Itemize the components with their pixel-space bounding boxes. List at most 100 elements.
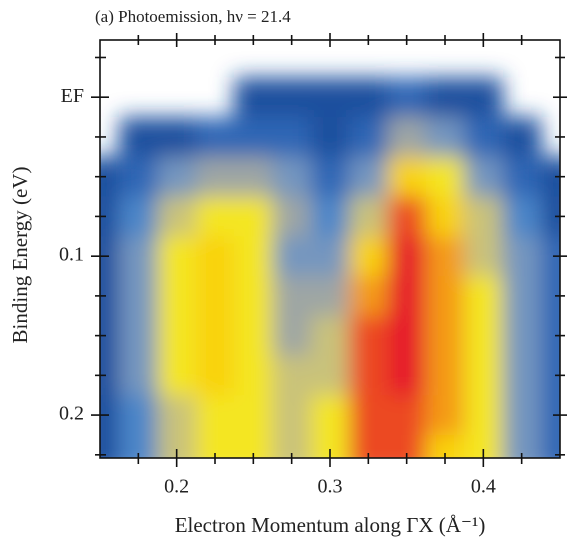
intensity-cell [349,77,388,118]
intensity-cell [272,434,312,458]
intensity-cell [157,315,197,356]
intensity-cell [425,355,465,396]
intensity-cell [119,395,158,436]
intensity-cell [425,117,465,158]
intensity-cell [502,156,542,198]
intensity-cell [349,434,388,458]
intensity-cell [310,117,350,158]
intensity-cell [387,276,427,317]
intensity-cell [100,236,120,277]
intensity-cell [387,315,427,356]
intensity-cell [540,276,560,317]
intensity-cell [272,236,312,277]
plot-area [100,77,560,458]
intensity-cell [100,315,120,356]
intensity-cell [425,395,465,436]
intensity-cell [195,156,235,198]
intensity-cell [387,77,427,118]
intensity-cell [100,395,120,436]
intensity-cell [100,434,120,458]
axes: 0.2 0.3 0.4 EF 0.1 0.2 [59,33,567,498]
intensity-cell [157,236,197,277]
intensity-cell [157,196,197,237]
intensity-cell [272,276,312,317]
intensity-cell [272,395,312,436]
intensity-cell [310,77,350,118]
intensity-cell [119,196,158,237]
intensity-cell [540,315,560,356]
intensity-cell [195,434,235,458]
y-tick-label: EF [61,85,84,107]
intensity-map [100,77,560,458]
intensity-cell [272,355,312,396]
intensity-cell [540,196,560,237]
y-axis-title: Binding Energy (eV) [8,167,32,344]
intensity-cell [234,77,273,118]
intensity-cell [157,355,197,396]
intensity-cell [349,395,388,436]
intensity-cell [540,156,560,198]
intensity-cell [540,355,560,396]
intensity-cell [157,395,197,436]
x-tick-label: 0.4 [471,476,496,498]
intensity-cell [157,156,197,198]
intensity-cell [234,434,273,458]
intensity-cell [464,156,503,198]
intensity-cell [119,236,158,277]
intensity-cell [157,434,197,458]
intensity-cell [349,236,388,277]
x-tick-label: 0.3 [318,476,343,498]
intensity-cell [425,156,465,198]
intensity-cell [119,117,158,158]
intensity-cell [349,156,388,198]
x-tick-label: 0.2 [164,476,189,498]
intensity-cell [100,355,120,396]
intensity-cell [387,395,427,436]
y-tick-label: 0.2 [59,403,84,425]
intensity-cell [349,315,388,356]
intensity-cell [464,196,503,237]
intensity-cell [425,236,465,277]
intensity-cell [387,434,427,458]
intensity-cell [502,434,542,458]
intensity-cell [195,276,235,317]
chart-title: (a) Photoemission, hν = 21.4 [95,7,291,26]
intensity-cell [425,196,465,237]
intensity-cell [464,434,503,458]
intensity-cell [310,276,350,317]
intensity-cell [234,156,273,198]
intensity-cell [310,156,350,198]
intensity-cell [119,156,158,198]
intensity-cell [272,196,312,237]
intensity-cell [234,395,273,436]
intensity-cell [464,77,503,118]
intensity-cell [234,315,273,356]
intensity-cell [100,276,120,317]
intensity-cell [119,276,158,317]
x-axis-title: Electron Momentum along ΓX (Å⁻¹) [175,513,486,537]
intensity-cell [272,117,312,158]
intensity-cell [310,395,350,436]
intensity-cell [195,395,235,436]
intensity-cell [119,434,158,458]
intensity-cell [157,117,197,158]
intensity-cell [502,196,542,237]
intensity-cell [425,276,465,317]
intensity-cell [119,355,158,396]
intensity-cell [234,276,273,317]
intensity-cell [464,315,503,356]
intensity-cell [272,156,312,198]
intensity-cell [195,355,235,396]
intensity-cell [100,196,120,237]
intensity-cell [349,276,388,317]
intensity-cell [195,236,235,277]
intensity-cell [100,156,120,198]
intensity-cell [387,117,427,158]
intensity-cell [464,276,503,317]
intensity-cell [195,117,235,158]
intensity-cell [425,315,465,356]
intensity-cell [387,355,427,396]
intensity-cell [310,434,350,458]
